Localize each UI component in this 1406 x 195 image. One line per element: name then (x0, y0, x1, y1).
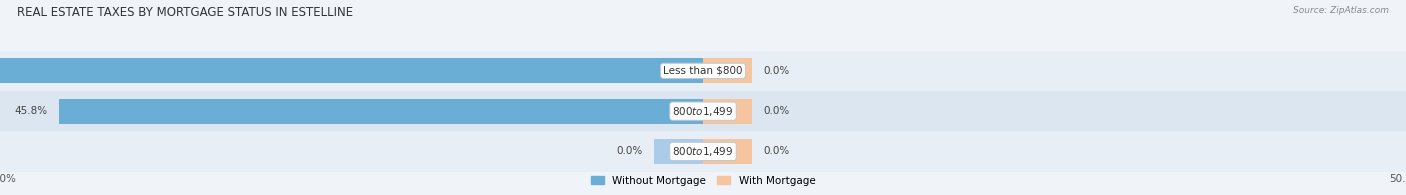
Bar (703, 139, 752, 164)
Text: REAL ESTATE TAXES BY MORTGAGE STATUS IN ESTELLINE: REAL ESTATE TAXES BY MORTGAGE STATUS IN … (17, 6, 353, 19)
Text: $800 to $1,499: $800 to $1,499 (672, 105, 734, 118)
Bar (0, 131, 1406, 172)
Bar (703, 99, 752, 124)
Bar (59, 99, 703, 124)
Text: 45.8%: 45.8% (14, 106, 48, 116)
Bar (703, 58, 752, 83)
Bar (0, 58, 703, 83)
Text: Less than $800: Less than $800 (664, 66, 742, 76)
Legend: Without Mortgage, With Mortgage: Without Mortgage, With Mortgage (586, 171, 820, 190)
Text: 0.0%: 0.0% (763, 66, 790, 76)
Text: $800 to $1,499: $800 to $1,499 (672, 145, 734, 158)
Text: 0.0%: 0.0% (763, 146, 790, 156)
Text: Source: ZipAtlas.com: Source: ZipAtlas.com (1294, 6, 1389, 15)
Bar (0, 91, 1406, 131)
Bar (0, 51, 1406, 91)
Text: 0.0%: 0.0% (763, 106, 790, 116)
Bar (654, 139, 703, 164)
Text: 0.0%: 0.0% (616, 146, 643, 156)
